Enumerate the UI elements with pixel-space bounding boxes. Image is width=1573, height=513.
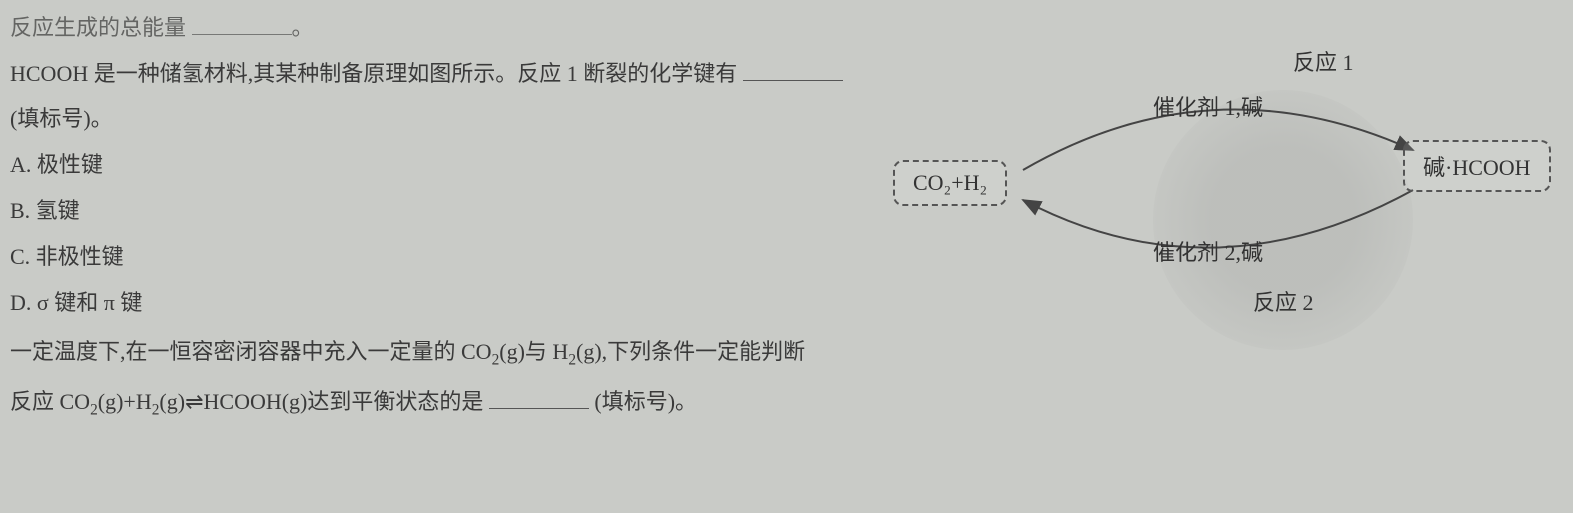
p2b-2: (g)+H: [98, 389, 152, 414]
label-bottom-cond: 催化剂 2,碱: [1153, 235, 1263, 267]
blank-2: [489, 384, 589, 409]
p2b-1: 反应 CO: [10, 389, 90, 414]
p2a-sub2: 2: [568, 352, 576, 369]
node-right-text: 碱·HCOOH: [1423, 155, 1531, 180]
q1-text: HCOOH 是一种储氢材料,其某种制备原理如图所示。反应 1 断裂的化学键有: [10, 61, 737, 86]
prefix-text: 反应生成的总能量: [10, 15, 186, 40]
blank-0: [192, 10, 292, 35]
label-top: 反应 1: [1293, 45, 1354, 77]
p2b-sub1: 2: [90, 401, 98, 418]
p2b-3: (g)⇌HCOOH(g)达到平衡状态的是: [159, 389, 483, 414]
p2a-1: 一定温度下,在一恒容密闭容器中充入一定量的 CO: [10, 339, 492, 364]
q1-line2: (填标号)。: [10, 106, 113, 131]
node-right: 碱·HCOOH: [1403, 140, 1551, 192]
node-left: CO₂+H₂: [893, 160, 1007, 206]
blank-1: [743, 56, 843, 81]
p2a-mid: (g)与 H: [499, 339, 568, 364]
p2b-4: (填标号)。: [594, 389, 697, 414]
part2-line2: 反应 CO2(g)+H2(g)⇌HCOOH(g)达到平衡状态的是 (填标号)。: [10, 384, 1563, 422]
node-left-text: CO₂+H₂: [913, 170, 987, 195]
p2a-end: (g),下列条件一定能判断: [576, 339, 805, 364]
label-bottom: 反应 2: [1253, 285, 1314, 317]
reaction-diagram: CO₂+H₂ 碱·HCOOH 反应 1 催化剂 1,碱 催化剂 2,碱 反应 2: [873, 40, 1553, 320]
label-top-cond: 催化剂 1,碱: [1153, 90, 1263, 122]
part2-line1: 一定温度下,在一恒容密闭容器中充入一定量的 CO2(g)与 H2(g),下列条件…: [10, 335, 1563, 372]
